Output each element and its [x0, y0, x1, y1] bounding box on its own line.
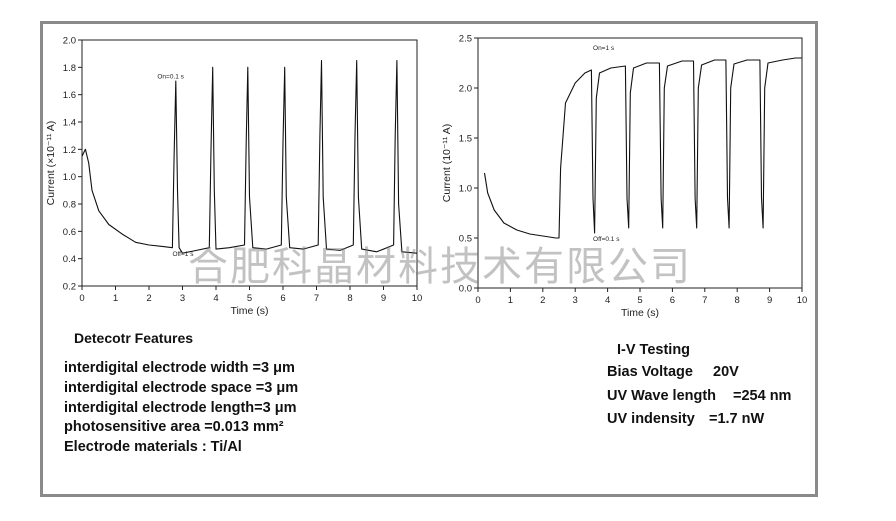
y-axis-label: Current (10⁻¹¹ A): [441, 124, 453, 202]
y-tick-label: 2.0: [63, 36, 76, 47]
features-heading: Detecotr Features: [74, 330, 194, 346]
y-tick-label: 0.6: [63, 227, 76, 238]
uv-wavelength-label: UV Wave length: [607, 388, 717, 404]
x-tick-label: 4: [605, 295, 610, 306]
x-tick-label: 9: [767, 295, 772, 306]
y-axis-label: Current (×10⁻¹¹ A): [45, 121, 57, 206]
x-tick-label: 8: [347, 293, 352, 304]
x-tick-label: 3: [180, 293, 185, 304]
left-chart: 0 1 2 3 4 5 6 7 8 9 10 0.2 0.4 0.6 0.8 1.0 1.2 1.4 1.6 1.8 2…: [45, 36, 423, 318]
y-tick-label: 1.2: [63, 145, 76, 156]
x-tick-label: 1: [113, 293, 118, 304]
x-tick-label: 5: [637, 295, 642, 306]
y-tick-label: 1.5: [459, 134, 472, 145]
x-tick-label: 3: [573, 295, 578, 306]
y-tick-label: 0.4: [63, 254, 76, 265]
x-tick-label: 1: [508, 295, 513, 306]
annotation-label: Off=0.1 s: [593, 236, 620, 243]
feature-line: interdigital electrode length=3 μm: [64, 400, 297, 416]
watermark: 合肥科晶材料技术有限公司: [188, 244, 692, 290]
y-tick-label: 1.8: [63, 63, 76, 74]
x-axis-label: Time (s): [621, 307, 659, 319]
annotation-label: On=0.1 s: [157, 73, 184, 80]
x-tick-label: 6: [670, 295, 675, 306]
y-tick-label: 1.0: [63, 172, 76, 183]
right-chart: 0 1 2 3 4 5 6 7 8 9 10 0.0 0.5 1.0 1.5 2.0 2.5 Time (s) Cu…: [441, 34, 808, 320]
y-tick-label: 1.4: [63, 118, 76, 129]
series-line: [483, 57, 802, 239]
y-tick-label: 2.5: [459, 34, 472, 45]
x-tick-label: 9: [381, 293, 386, 304]
uv-intensity-label: UV indensity: [607, 411, 695, 427]
x-axis-label: Time (s): [230, 305, 268, 317]
feature-line: photosensitive area =0.013 mm²: [64, 419, 284, 435]
bias-voltage-label: Bias Voltage: [607, 364, 693, 380]
x-tick-label: 7: [702, 295, 707, 306]
feature-line: interdigital electrode width =3 μm: [64, 360, 295, 376]
feature-line: interdigital electrode space =3 μm: [64, 380, 299, 396]
uv-wavelength-value: =254 nm: [733, 388, 792, 404]
y-tick-label: 1.6: [63, 90, 76, 101]
iv-testing-heading: I-V Testing: [617, 342, 691, 358]
y-tick-label: 0.8: [63, 200, 76, 211]
x-tick-label: 8: [735, 295, 740, 306]
x-tick-label: 0: [79, 293, 84, 304]
x-tick-label: 2: [146, 293, 151, 304]
x-tick-label: 5: [247, 293, 252, 304]
x-tick-label: 10: [797, 295, 808, 306]
annotation-label: On=1 s: [593, 45, 615, 52]
y-tick-label: 0.0: [459, 284, 472, 295]
y-tick-label: 2.0: [459, 84, 472, 95]
x-tick-label: 2: [540, 295, 545, 306]
y-tick-label: 0.5: [459, 234, 472, 245]
x-tick-label: 7: [314, 293, 319, 304]
bias-voltage-value: 20V: [713, 364, 739, 380]
y-tick-label: 1.0: [459, 184, 472, 195]
x-tick-label: 0: [475, 295, 480, 306]
y-tick-label: 0.2: [63, 282, 76, 293]
feature-line: Electrode materials : Ti/Al: [64, 439, 242, 455]
x-tick-label: 6: [280, 293, 285, 304]
x-tick-label: 10: [412, 293, 423, 304]
plot-area: [477, 37, 803, 289]
series-line: [81, 59, 418, 254]
x-tick-label: 4: [213, 293, 218, 304]
annotation-label: Off=1 s: [172, 251, 194, 258]
uv-intensity-value: =1.7 nW: [709, 411, 765, 427]
